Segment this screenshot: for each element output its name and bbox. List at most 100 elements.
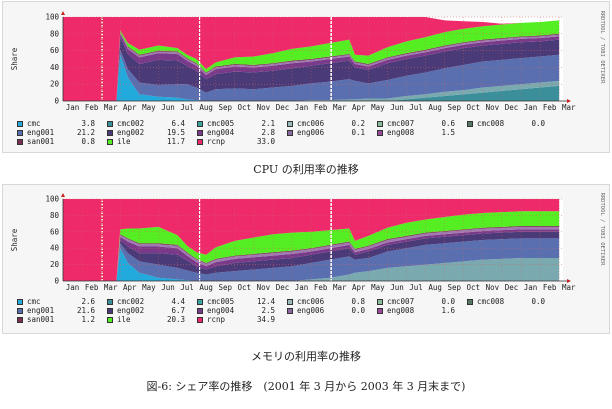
x-tick-label: Feb <box>314 283 328 292</box>
legend-name: cmc007 <box>387 297 415 306</box>
x-tick-label: Nov <box>486 283 500 292</box>
x-tick-label: Jan <box>524 103 538 112</box>
x-tick-label: Jan <box>295 283 309 292</box>
y-tick-label: 80 <box>50 211 60 220</box>
x-tick-label: Nov <box>257 103 271 112</box>
y-tick-label: 60 <box>50 46 60 55</box>
y-axis-title: Share <box>10 228 19 251</box>
legend-swatch <box>107 299 113 305</box>
legend-name: cmc005 <box>207 119 235 128</box>
x-axis-arrow <box>567 99 571 103</box>
rrdtool-side-label: RRDTOOL / TOBI OETIKER <box>599 193 605 267</box>
x-tick-label: Apr <box>352 103 366 112</box>
legend-name: cmc <box>27 297 41 306</box>
legend-name: cmc <box>27 119 41 128</box>
x-tick-label: Jul <box>409 283 423 292</box>
x-tick-label: Oct <box>238 283 252 292</box>
x-axis-arrow <box>567 279 571 283</box>
y-tick-label: 20 <box>50 80 60 89</box>
legend-value: 0.0 <box>531 119 545 128</box>
legend-name: eng001 <box>27 306 55 315</box>
legend-value: 2.6 <box>81 297 95 306</box>
legend-value: 2.8 <box>261 128 275 137</box>
legend-value: 0.6 <box>441 119 455 128</box>
legend-name: san001 <box>27 137 55 146</box>
area-series-rcnp <box>63 17 560 101</box>
legend-value: 0.2 <box>351 119 365 128</box>
legend-name: san001 <box>27 315 55 324</box>
legend-swatch <box>377 308 383 314</box>
x-tick-label: Mar <box>104 103 118 112</box>
legend-value: 6.7 <box>171 306 185 315</box>
y-tick-label: 40 <box>50 63 60 72</box>
legend-swatch <box>287 121 293 127</box>
y-tick-label: 60 <box>50 227 60 236</box>
y-tick-label: 100 <box>45 195 59 204</box>
y-axis-arrow <box>61 193 65 197</box>
x-tick-label: Nov <box>486 103 500 112</box>
legend-name: ile <box>117 315 131 324</box>
x-tick-label: Feb <box>543 283 557 292</box>
x-tick-label: May <box>371 283 385 292</box>
legend-value: 0.8 <box>351 297 365 306</box>
x-tick-label: Apr <box>123 103 137 112</box>
legend-swatch <box>197 317 203 323</box>
x-tick-label: Oct <box>467 103 481 112</box>
x-tick-label: Jun <box>390 283 404 292</box>
legend-value: 21.2 <box>76 128 95 137</box>
legend-name: cmc002 <box>117 297 145 306</box>
y-axis-title: Share <box>10 47 19 70</box>
x-tick-label: Aug <box>428 283 442 292</box>
legend-swatch <box>17 317 23 323</box>
y-tick-label: 0 <box>54 97 59 106</box>
legend-swatch <box>467 299 473 305</box>
x-tick-label: Feb <box>85 283 99 292</box>
legend-value: 6.4 <box>171 119 185 128</box>
memory-chart-caption: メモリの利用率の推移 <box>251 350 361 363</box>
legend-value: 0.0 <box>441 297 455 306</box>
x-tick-label: Jul <box>180 103 194 112</box>
legend-value: 11.7 <box>166 137 185 146</box>
x-tick-label: Jan <box>524 283 538 292</box>
rrdtool-side-label: RRDTOOL / TOBI OETIKER <box>599 11 605 85</box>
legend-swatch <box>17 308 23 314</box>
legend-name: rcnp <box>207 137 226 146</box>
x-tick-label: May <box>142 283 156 292</box>
x-tick-label: Mar <box>333 283 347 292</box>
x-tick-label: May <box>371 103 385 112</box>
x-tick-label: Sep <box>218 103 232 112</box>
legend-name: eng004 <box>207 306 235 315</box>
legend-name: cmc006 <box>297 119 325 128</box>
legend-name: cmc008 <box>477 297 505 306</box>
x-tick-label: Feb <box>543 103 557 112</box>
area-series-ile <box>63 20 560 101</box>
x-tick-label: Dec <box>276 283 290 292</box>
x-tick-label: Mar <box>333 103 347 112</box>
legend-swatch <box>377 299 383 305</box>
legend-name: eng004 <box>207 128 235 137</box>
x-tick-label: Jun <box>161 103 175 112</box>
x-tick-label: Sep <box>447 103 461 112</box>
legend-value: 21.6 <box>76 306 95 315</box>
legend-swatch <box>197 308 203 314</box>
y-tick-label: 20 <box>50 260 60 269</box>
x-tick-label: Oct <box>467 283 481 292</box>
legend-value: 20.3 <box>166 315 185 324</box>
legend-swatch <box>197 130 203 136</box>
legend-name: cmc002 <box>117 119 145 128</box>
area-series-eng002 <box>63 37 560 101</box>
x-tick-label: Dec <box>505 103 519 112</box>
legend-swatch <box>17 299 23 305</box>
legend-swatch <box>287 299 293 305</box>
legend-value: 0.1 <box>351 128 365 137</box>
x-tick-label: Mar <box>104 283 118 292</box>
x-tick-label: Apr <box>352 283 366 292</box>
y-tick-label: 100 <box>45 13 59 22</box>
legend-value: 19.5 <box>166 128 185 137</box>
legend-swatch <box>287 308 293 314</box>
legend-name: rcnp <box>207 315 226 324</box>
legend-value: 1.2 <box>81 315 95 324</box>
area-series-eng001 <box>63 49 560 101</box>
x-tick-label: Dec <box>276 103 290 112</box>
x-tick-label: Oct <box>238 103 252 112</box>
